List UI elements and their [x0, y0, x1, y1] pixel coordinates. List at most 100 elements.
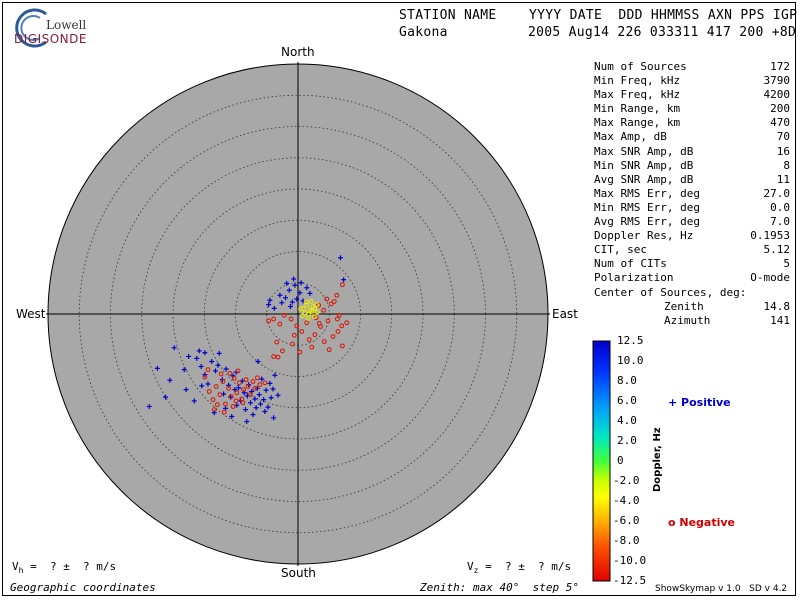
colorbar-tick-label: 0: [617, 454, 624, 467]
point-negative: [241, 387, 247, 393]
stat-row: Zenith 14.8: [594, 300, 790, 314]
point-positive: [258, 401, 263, 407]
colorbar-tick-label: 2.0: [617, 434, 637, 447]
point-positive: [307, 290, 313, 296]
point-positive: [289, 299, 295, 305]
point-negative: [217, 392, 223, 398]
point-negative: [228, 394, 234, 399]
point-positive: [194, 355, 200, 361]
point-negative: [252, 385, 258, 391]
colorbar-tick-label: 4.0: [617, 414, 637, 427]
point-positive: [267, 380, 273, 386]
stat-label: Max Amp, dB: [594, 130, 667, 144]
point-negative: [235, 368, 241, 374]
point-negative: [233, 398, 239, 404]
colorbar-tick-label: 8.0: [617, 374, 637, 387]
point-negative: [339, 343, 345, 349]
stat-row: Polarization O-mode: [594, 271, 790, 285]
point-negative: [226, 385, 232, 391]
point-zero: [314, 309, 320, 315]
point-positive: [196, 348, 202, 354]
point-zero: [308, 299, 314, 304]
stat-row: Center of Sources, deg:: [594, 286, 790, 300]
stat-row: Azimuth 141: [594, 314, 790, 328]
stat-value: 70: [776, 130, 790, 144]
point-positive: [198, 364, 204, 369]
point-positive: [252, 396, 258, 402]
point-positive: [277, 292, 283, 298]
logo-lowell-text: Lowell: [46, 18, 87, 32]
point-positive: [263, 387, 269, 393]
point-negative: [254, 375, 260, 381]
point-positive: [283, 295, 288, 301]
point-negative: [336, 312, 342, 318]
vh-value: = ? ± ? m/s: [23, 560, 117, 573]
point-negative: [330, 334, 336, 339]
point-negative: [331, 299, 337, 304]
point-positive: [262, 409, 268, 414]
stat-label: Polarization: [594, 271, 674, 285]
point-negative: [306, 337, 312, 343]
point-negative: [334, 316, 340, 322]
point-positive: [199, 383, 205, 389]
point-positive: [163, 394, 168, 400]
point-zero: [301, 305, 307, 311]
stat-value: 141: [770, 313, 790, 327]
point-negative: [227, 370, 233, 376]
logo-digisonde-text: DIGISONDE: [14, 32, 87, 46]
point-negative: [202, 374, 208, 380]
stat-value: 5: [783, 257, 790, 271]
point-positive: [223, 405, 228, 411]
legend-negative: o Negative: [668, 516, 736, 529]
stat-label: Min Range, km: [594, 102, 681, 116]
stat-row: Min Freq, kHz 3790: [594, 74, 790, 88]
point-positive: [229, 414, 235, 419]
vz-readout: Vz = ? ± ? m/s: [467, 560, 571, 575]
point-negative: [206, 389, 212, 394]
stat-value: 8: [783, 158, 790, 172]
point-positive: [286, 287, 292, 293]
point-negative: [325, 318, 331, 324]
point-positive: [261, 397, 267, 403]
point-positive: [265, 404, 271, 410]
colorbar-tick-label: 6.0: [617, 394, 637, 407]
colorbar-tick-label: -2.0: [613, 474, 640, 487]
colorbar-tick-label: -10.0: [613, 554, 647, 567]
point-positive: [279, 300, 285, 306]
point-negative: [326, 347, 332, 353]
stat-value: 5.12: [763, 243, 791, 257]
point-negative: [334, 292, 340, 298]
digisonde-logo-icon: [15, 8, 47, 48]
colorbar-title: Doppler, Hz: [652, 427, 663, 492]
colorbar-tick-label: -8.0: [613, 534, 640, 547]
stat-label: Num of Sources: [594, 60, 687, 73]
stat-label: Doppler Res, Hz: [594, 229, 694, 243]
vz-value: = ? ± ? m/s: [478, 560, 572, 573]
point-zero: [309, 309, 315, 314]
point-negative: [214, 402, 220, 408]
point-negative: [205, 367, 211, 373]
point-positive: [213, 368, 218, 374]
stat-row: Max Range, km 470: [594, 116, 790, 130]
vh-sub: h: [18, 566, 24, 576]
point-zero: [305, 315, 311, 321]
point-negative: [309, 344, 315, 350]
point-positive: [216, 350, 222, 356]
point-positive: [292, 282, 298, 288]
stat-label: CIT, sec: [594, 243, 647, 257]
point-positive: [304, 285, 310, 291]
stat-label: Min Freq, kHz: [594, 74, 681, 88]
point-zero: [299, 313, 305, 319]
header-values: 2005 Aug14 226 033311 417 200 +8D: [528, 25, 797, 40]
point-positive: [294, 296, 300, 302]
point-negative: [223, 401, 228, 407]
point-positive: [243, 407, 248, 413]
stat-label: Avg RMS Err, deg: [594, 215, 700, 229]
point-negative: [335, 329, 341, 334]
stat-row: Doppler Res, Hz 0.1953: [594, 229, 790, 243]
stat-label: Max Range, km: [594, 116, 681, 130]
point-negative: [297, 349, 303, 355]
point-positive: [256, 392, 262, 398]
point-negative: [245, 384, 251, 389]
point-zero: [312, 305, 318, 311]
